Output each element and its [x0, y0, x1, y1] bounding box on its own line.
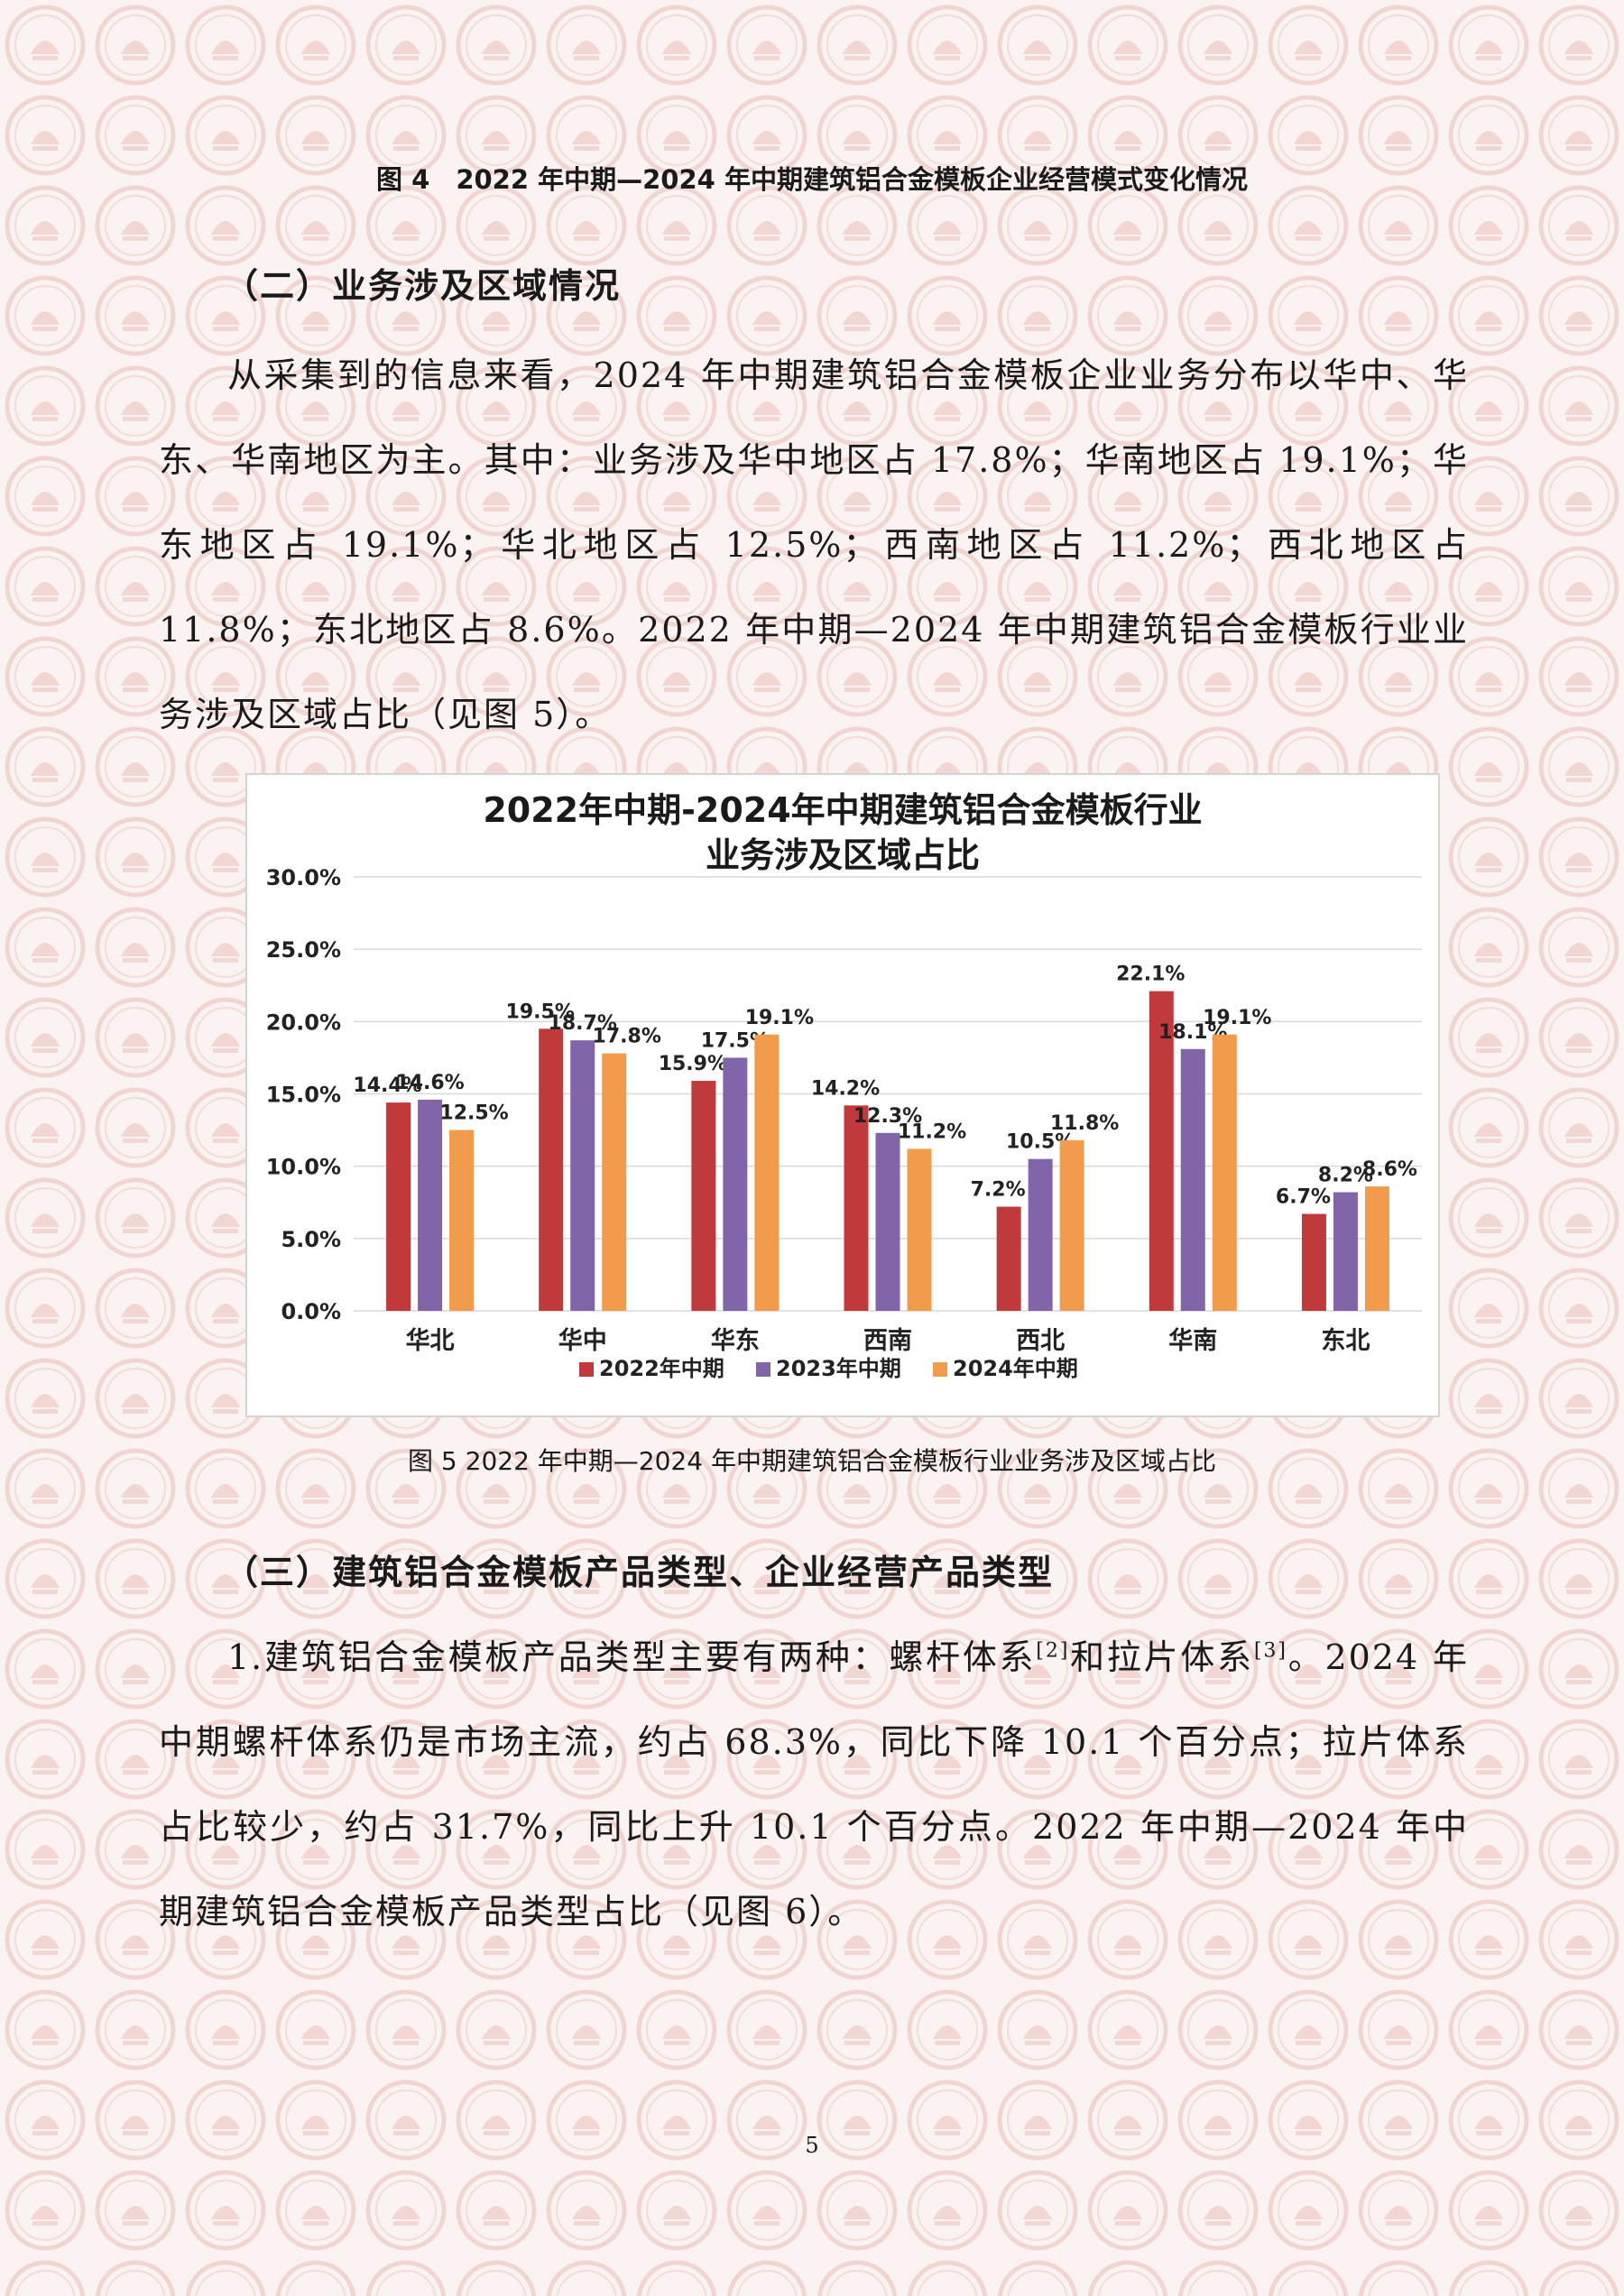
- data-label: 19.1%: [745, 1007, 814, 1029]
- legend-swatch: [579, 1362, 594, 1377]
- bar: [418, 1099, 443, 1311]
- bar: [386, 1102, 411, 1311]
- bar: [1333, 1192, 1358, 1311]
- bar: [996, 1206, 1021, 1311]
- y-tick-label: 25.0%: [266, 937, 341, 963]
- bar: [691, 1081, 716, 1311]
- data-label: 6.7%: [1276, 1186, 1331, 1209]
- section-3-paragraph: 1.建筑铝合金模板产品类型主要有两种：螺杆体系[2]和拉片体系[3]。2024 …: [159, 1615, 1469, 1954]
- para-text-part-3: 。2024 年中期螺杆体系仍是市场主流，约占 68.3%，同比下降 10.1 个…: [159, 1637, 1469, 1932]
- x-tick-label: 西南: [863, 1327, 912, 1355]
- chart-title: 2022年中期-2024年中期建筑铝合金模板行业 业务涉及区域占比: [247, 788, 1438, 878]
- data-label: 22.1%: [1116, 964, 1185, 986]
- bar: [875, 1132, 900, 1311]
- para-text-part-1: 1.建筑铝合金模板产品类型主要有两种：螺杆体系: [227, 1637, 1037, 1677]
- bar: [1028, 1158, 1053, 1311]
- para-text-part-2: 和拉片体系: [1069, 1637, 1254, 1677]
- bar: [602, 1053, 627, 1311]
- y-tick-label: 20.0%: [266, 1010, 341, 1035]
- y-tick-label: 5.0%: [281, 1227, 341, 1252]
- legend-swatch: [756, 1362, 770, 1377]
- section-2-paragraph: 从采集到的信息来看，2024 年中期建筑铝合金模板企业业务分布以华中、华东、华南…: [159, 355, 1469, 734]
- data-label: 7.2%: [971, 1179, 1026, 1202]
- legend-label: 2024年中期: [953, 1356, 1078, 1381]
- y-tick-label: 0.0%: [281, 1299, 341, 1324]
- x-tick-label: 华东: [711, 1326, 760, 1355]
- section-2-heading: （二）业务涉及区域情况: [224, 266, 622, 306]
- data-label: 19.5%: [506, 1000, 575, 1023]
- data-label: 18.7%: [549, 1012, 617, 1035]
- x-tick-label: 华北: [406, 1326, 455, 1355]
- chart-plot: 0.0%5.0%10.0%15.0%20.0%25.0%30.0%14.4%14…: [266, 865, 1422, 1381]
- legend-swatch: [933, 1362, 947, 1377]
- bar: [1059, 1139, 1084, 1311]
- section-3-heading: （三）建筑铝合金模板产品类型、企业经营产品类型: [224, 1553, 1055, 1592]
- chart-title-line-2: 业务涉及区域占比: [705, 835, 980, 875]
- legend-label: 2023年中期: [776, 1356, 901, 1381]
- data-label: 14.6%: [395, 1072, 464, 1094]
- x-tick-label: 华中: [558, 1326, 607, 1355]
- x-tick-label: 华南: [1168, 1326, 1217, 1355]
- bar: [1180, 1048, 1205, 1311]
- bar: [1149, 991, 1174, 1311]
- y-tick-label: 30.0%: [266, 865, 341, 890]
- x-tick-label: 西北: [1016, 1327, 1065, 1355]
- bar-chart-region-share: 2022年中期-2024年中期建筑铝合金模板行业 业务涉及区域占比 0.0% 5.…: [245, 773, 1440, 1417]
- legend-label: 2022年中期: [599, 1356, 724, 1381]
- data-label: 15.9%: [659, 1053, 727, 1075]
- bar: [570, 1040, 595, 1311]
- figure-4-caption: 图 4 2022 年中期—2024 年中期建筑铝合金模板企业经营模式变化情况: [376, 164, 1248, 195]
- page-number: 5: [805, 2133, 819, 2158]
- data-label: 17.8%: [593, 1026, 661, 1048]
- reference-2[interactable]: [2]: [1036, 1639, 1070, 1663]
- bar: [754, 1034, 780, 1311]
- data-label: 11.2%: [898, 1120, 966, 1143]
- bar: [907, 1148, 932, 1311]
- bar: [539, 1028, 564, 1311]
- data-label: 14.2%: [811, 1077, 880, 1100]
- reference-3[interactable]: [3]: [1253, 1639, 1287, 1663]
- data-label: 14.4%: [353, 1074, 421, 1097]
- bar: [844, 1105, 869, 1311]
- chart-title-line-1: 2022年中期-2024年中期建筑铝合金模板行业: [483, 790, 1203, 830]
- y-tick-label: 10.0%: [266, 1155, 341, 1180]
- data-label: 12.5%: [439, 1102, 508, 1125]
- data-label: 12.3%: [854, 1105, 922, 1128]
- bar: [723, 1057, 748, 1311]
- data-label: 19.1%: [1203, 1007, 1271, 1029]
- y-tick-label: 15.0%: [266, 1083, 341, 1108]
- x-tick-label: 东北: [1321, 1326, 1370, 1355]
- figure-5-caption: 图 5 2022 年中期—2024 年中期建筑铝合金模板行业业务涉及区域占比: [408, 1446, 1216, 1476]
- bar: [449, 1130, 475, 1311]
- data-label: 8.6%: [1362, 1158, 1417, 1181]
- data-label: 11.8%: [1050, 1112, 1119, 1135]
- bar: [1301, 1213, 1326, 1311]
- bar: [1212, 1034, 1237, 1311]
- data-label: 8.2%: [1318, 1165, 1373, 1187]
- bar: [1364, 1186, 1389, 1311]
